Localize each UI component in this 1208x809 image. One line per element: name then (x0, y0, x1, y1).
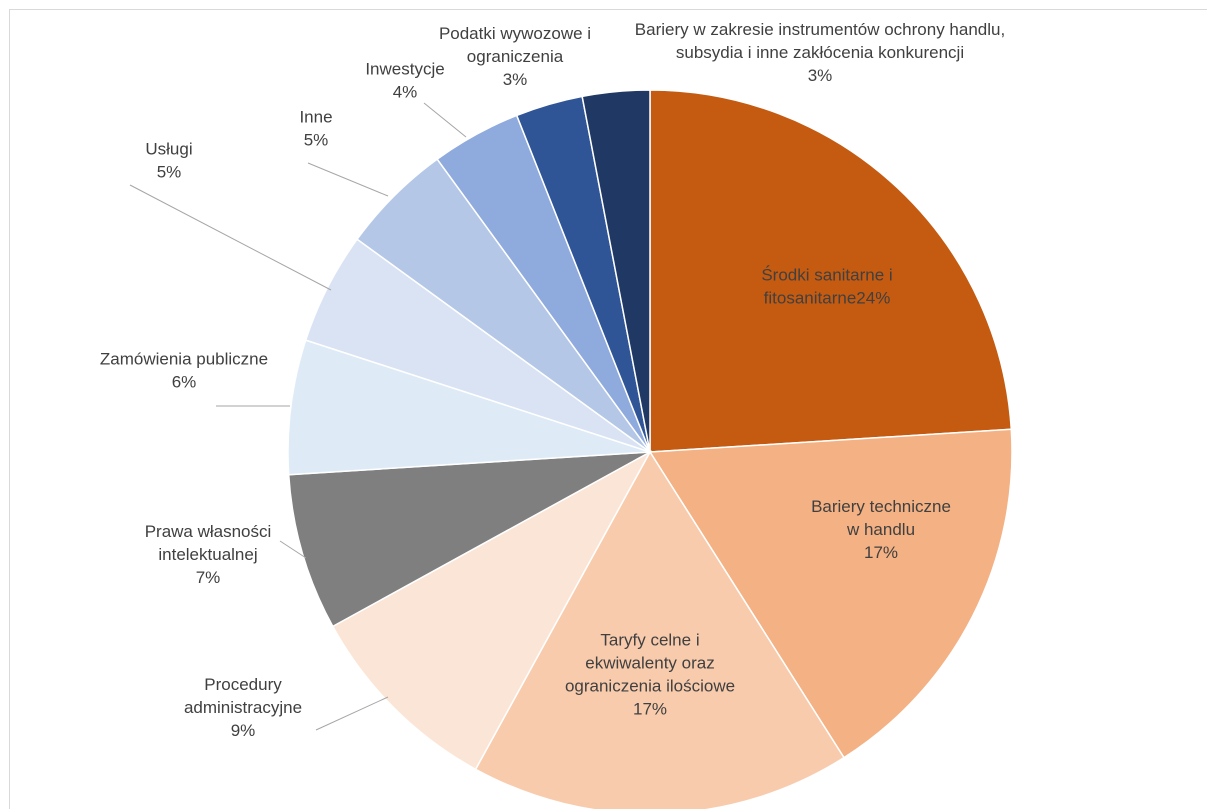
slice-label-line: Inwestycje (365, 60, 444, 79)
slice-label-line: Bariery w zakresie instrumentów ochrony … (635, 20, 1005, 39)
slice-label: Bariery w zakresie instrumentów ochrony … (635, 20, 1005, 85)
slice-label-line: Prawa własności (145, 522, 272, 541)
slice-label-line: Taryfy celne i (600, 631, 699, 650)
leader-lines (129, 102, 467, 731)
pie-slice (287, 339, 651, 476)
slice-label-line: Podatki wywozowe i (439, 24, 591, 43)
slice-label-line: 9% (231, 721, 256, 740)
slice-label-line: ograniczenia ilościowe (565, 677, 735, 696)
slice-label-line: ograniczenia (467, 47, 564, 66)
leader-line (279, 540, 307, 559)
pie-labels: Środki sanitarne i fitosanitarne24% Barier… (100, 20, 1005, 740)
slice-label: Bariery techniczne w handlu 17% (811, 497, 951, 562)
slice-label-line: 5% (157, 163, 182, 182)
slice-label: Inne 5% (299, 108, 332, 150)
slice-label: Usługi 5% (145, 140, 192, 182)
slice-label-line: Usługi (145, 140, 192, 159)
pie-slice (648, 428, 1013, 759)
slice-label-line: administracyjne (184, 698, 302, 717)
slice-label-line: 7% (196, 568, 221, 587)
slice-label-line: Zamówienia publiczne (100, 350, 268, 369)
pie-slice (474, 450, 846, 809)
slice-label-line: 17% (633, 700, 667, 719)
slice-label-line: 3% (503, 70, 528, 89)
slice-label-line: 3% (808, 66, 833, 85)
slice-label-line: intelektualnej (158, 545, 257, 564)
slice-label: Inwestycje 4% (365, 60, 444, 102)
leader-line (129, 184, 332, 291)
leader-line (315, 696, 389, 731)
slice-label: Podatki wywozowe i ograniczenia 3% (439, 24, 591, 89)
slice-label-line: fitosanitarne24% (764, 289, 891, 308)
slice-label-line: 6% (172, 373, 197, 392)
slice-label-line: w handlu (846, 520, 915, 539)
slice-label: Procedury administracyjne 9% (184, 675, 302, 740)
leader-line (307, 162, 389, 197)
slice-label-line: 4% (393, 83, 418, 102)
slice-label-line: subsydia i inne zakłócenia konkurencji (676, 43, 964, 62)
leader-line (423, 102, 467, 138)
pie-slice (331, 450, 652, 771)
slice-label-line: Środki sanitarne i (761, 266, 892, 285)
pie-slice (581, 89, 651, 453)
slice-label-line: ekwiwalenty oraz (585, 654, 714, 673)
slice-label-line: 5% (304, 131, 329, 150)
slice-label-line: Inne (299, 108, 332, 127)
pie-slice (649, 89, 1013, 453)
slice-label-line: Procedury (204, 675, 282, 694)
slice-label: Środki sanitarne i fitosanitarne24% (761, 266, 892, 308)
slice-label: Prawa własności intelektualnej 7% (145, 522, 272, 587)
slice-label-line: Bariery techniczne (811, 497, 951, 516)
slice-label-line: 17% (864, 543, 898, 562)
pie-slices (287, 89, 1013, 809)
pie-slice (287, 451, 651, 628)
slice-label: Taryfy celne i ekwiwalenty oraz ograniczen… (565, 631, 735, 719)
slice-label: Zamówienia publiczne 6% (100, 350, 268, 392)
chart-frame (9, 9, 1207, 809)
